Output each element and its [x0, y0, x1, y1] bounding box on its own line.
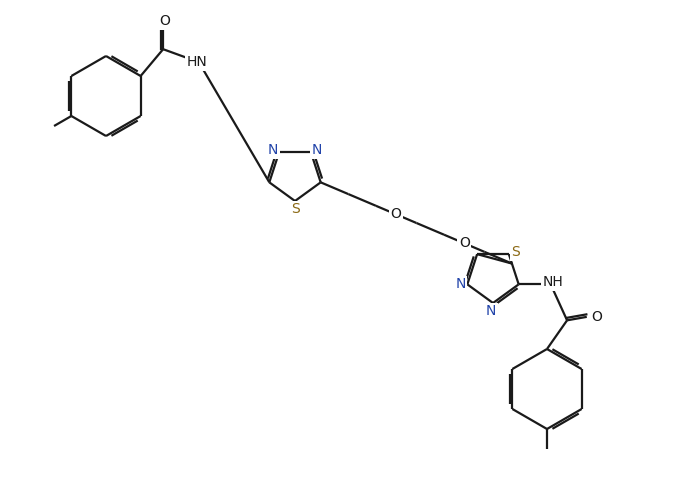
Text: S: S — [290, 202, 299, 216]
Text: N: N — [486, 304, 496, 318]
Text: O: O — [459, 236, 470, 250]
Text: S: S — [512, 245, 520, 259]
Text: N: N — [311, 143, 322, 157]
Text: N: N — [268, 143, 278, 157]
Text: HN: HN — [187, 55, 207, 69]
Text: O: O — [391, 207, 402, 221]
Text: O: O — [160, 14, 171, 28]
Text: N: N — [455, 277, 466, 291]
Text: O: O — [591, 310, 602, 324]
Text: NH: NH — [543, 275, 563, 289]
